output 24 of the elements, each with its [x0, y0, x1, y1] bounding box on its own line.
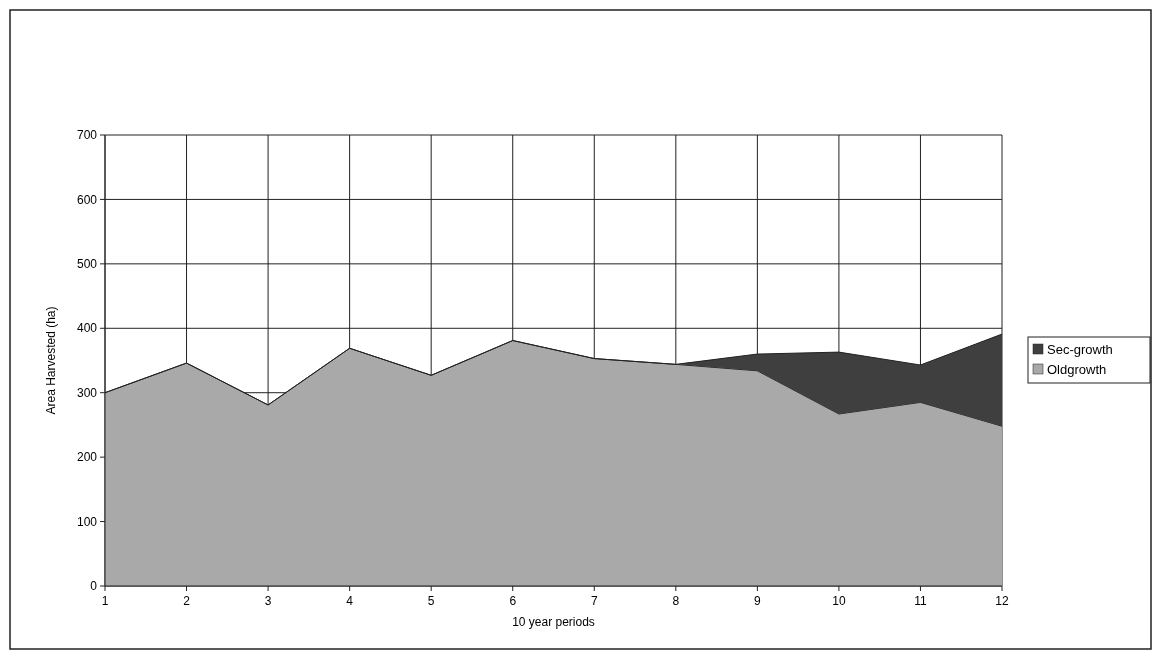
x-tick-label: 5	[427, 594, 435, 608]
y-tick-label: 0	[90, 579, 98, 594]
y-tick-label: 400	[76, 321, 98, 336]
x-tick-label: 3	[264, 594, 272, 608]
x-tick-label: 2	[183, 594, 191, 608]
x-tick-label: 10	[832, 594, 846, 608]
legend-label: Oldgrowth	[1047, 361, 1107, 377]
y-tick-label: 100	[76, 514, 98, 529]
y-axis-title: Area Harvested (ha)	[44, 306, 58, 415]
y-tick-label: 300	[76, 385, 98, 400]
legend-label: Sec-growth	[1047, 341, 1113, 357]
x-axis-title: 10 year periods	[512, 615, 595, 629]
x-tick-label: 12	[995, 594, 1009, 608]
x-tick-label: 4	[346, 594, 354, 608]
y-tick-label: 700	[76, 128, 98, 143]
y-tick-label: 500	[76, 257, 98, 272]
y-tick-label: 200	[76, 450, 98, 465]
x-tick-label: 9	[754, 594, 762, 608]
x-tick-label: 1	[101, 594, 109, 608]
x-tick-label: 8	[672, 594, 680, 608]
x-tick-label: 11	[914, 594, 927, 608]
x-tick-label: 6	[509, 594, 517, 608]
x-tick-label: 7	[590, 594, 598, 608]
y-tick-label: 600	[76, 192, 98, 207]
